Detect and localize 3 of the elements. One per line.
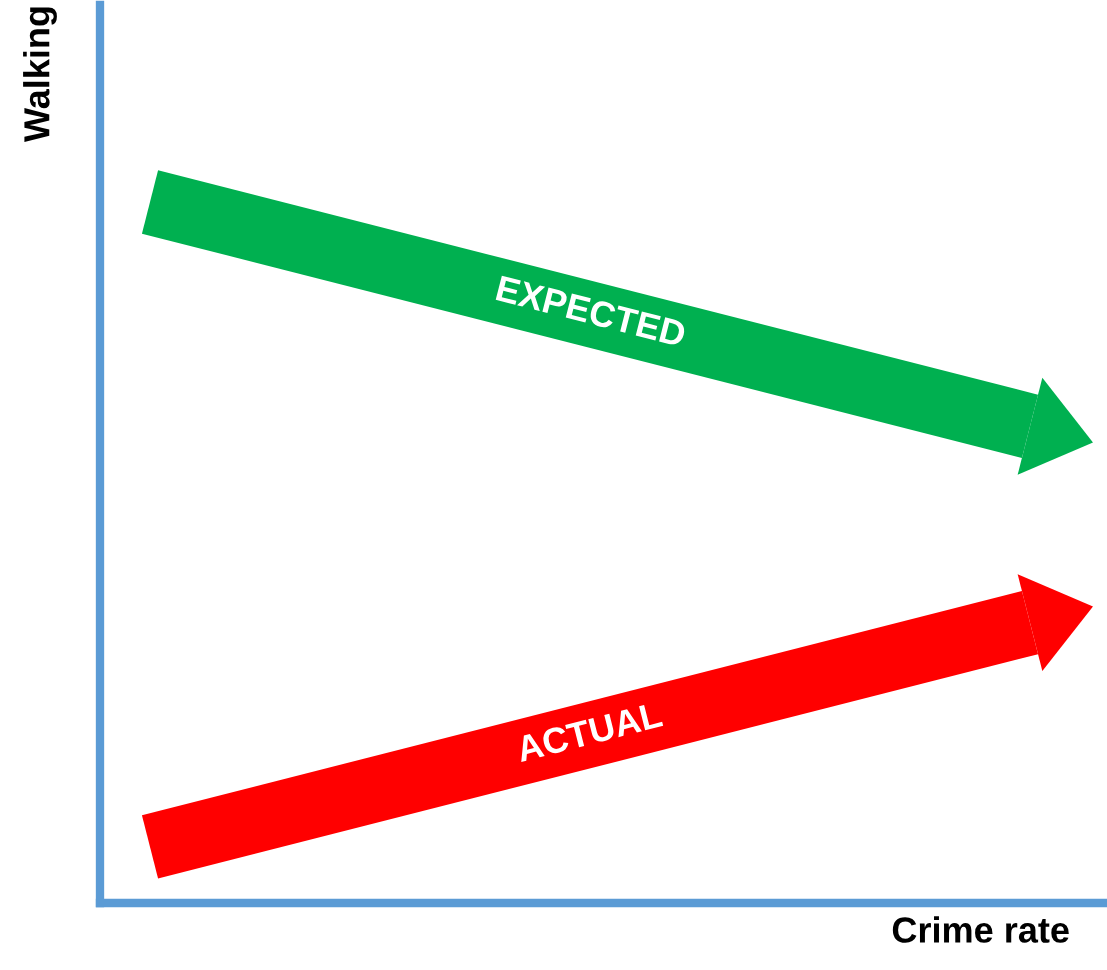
x-axis-title: Crime rate (892, 916, 1069, 943)
y-axis-title: Walking (23, 7, 57, 143)
text: ACTUAL (515, 701, 664, 763)
